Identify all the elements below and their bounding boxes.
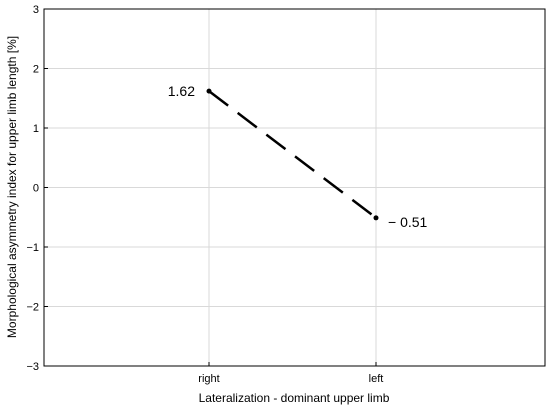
y-tick-label: 2 xyxy=(33,64,39,76)
grid-lines xyxy=(44,9,545,366)
data-labels: 1.62 − 0.51 xyxy=(168,83,428,230)
series xyxy=(206,88,379,221)
y-tick-label: −1 xyxy=(26,242,39,254)
y-tick-label: 1 xyxy=(33,123,39,135)
data-label-left: − 0.51 xyxy=(388,214,428,230)
data-point xyxy=(206,88,212,94)
x-tick-label: left xyxy=(369,373,384,385)
y-tick-label: −3 xyxy=(26,361,39,373)
series-line xyxy=(208,90,377,219)
x-tick-label: right xyxy=(198,373,219,385)
y-tick-label: −2 xyxy=(26,302,39,314)
y-tick-label: 3 xyxy=(33,4,39,16)
data-point xyxy=(373,215,379,221)
y-axis-label: Morphological asymmetry index for upper … xyxy=(5,36,19,338)
y-axis-ticks: 3 2 1 0 −1 −2 −3 xyxy=(26,4,48,373)
y-tick-label: 0 xyxy=(33,183,39,195)
x-axis-ticks: right left xyxy=(198,362,383,385)
x-axis-label: Lateralization - dominant upper limb xyxy=(199,391,390,405)
data-label-right: 1.62 xyxy=(168,83,195,99)
